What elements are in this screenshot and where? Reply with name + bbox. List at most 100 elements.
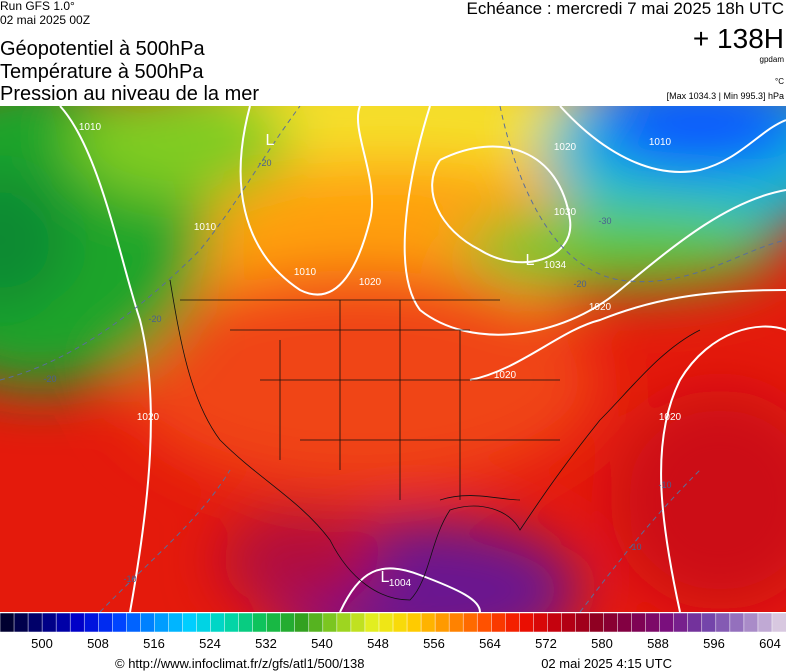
colorbar-cell — [154, 612, 170, 633]
colorbar-cell — [575, 612, 591, 633]
pressure-range: [Max 1034.3 | Min 995.3] hPa — [667, 91, 784, 101]
colorbar-cell — [196, 612, 212, 633]
colorbar-cell — [41, 612, 57, 633]
colorbar-cell — [392, 612, 408, 633]
colorbar-cell — [561, 612, 577, 633]
colorbar-cell — [491, 612, 507, 633]
temperature-label: -20 — [573, 279, 586, 289]
isobar-label: 1034 — [544, 260, 567, 271]
colorbar-label: 540 — [311, 636, 333, 651]
colorbar-cell — [603, 612, 619, 633]
colorbar-cell — [69, 612, 85, 633]
colorbar-label: 588 — [647, 636, 669, 651]
colorbar-cell — [378, 612, 394, 633]
isobar-label: 1010 — [294, 267, 317, 278]
isobar-label: 1020 — [359, 277, 382, 288]
colorbar-label: 532 — [255, 636, 277, 651]
lead-time: + 138H — [693, 23, 784, 54]
colorbar-label: 596 — [703, 636, 725, 651]
field — [0, 106, 786, 612]
colorbar-cell — [224, 612, 240, 633]
temperature-label: -20 — [258, 158, 271, 168]
colorbar-cell — [701, 612, 717, 633]
run-label: Run GFS 1.0° — [0, 0, 75, 13]
isobar-label: 1020 — [589, 302, 612, 313]
colorbar-cell — [364, 612, 380, 633]
colorbar-label: 564 — [479, 636, 501, 651]
colorbar-cell — [238, 612, 254, 633]
colorbar-cell — [168, 612, 184, 633]
unit-label: °C — [775, 77, 784, 86]
forecast-time: Echéance : mercredi 7 mai 2025 18h UTC — [467, 0, 785, 18]
colorbar-cell — [294, 612, 310, 633]
colorbar-cell — [182, 612, 198, 633]
colorbar-cell — [505, 612, 521, 633]
colorbar-cell — [645, 612, 661, 633]
colorbar-cell — [729, 612, 745, 633]
colorbar-cell — [126, 612, 142, 633]
temperature-label: -10 — [658, 480, 671, 490]
colorbar-label: 604 — [759, 636, 781, 651]
temperature-label: -20 — [148, 314, 161, 324]
colorbar-cell — [266, 612, 282, 633]
colorbar-cell — [757, 612, 773, 633]
colorbar-cell — [448, 612, 464, 633]
low-marker: L — [526, 252, 535, 269]
temperature-label: -10 — [628, 542, 641, 552]
title-line: Pression au niveau de la mer — [0, 83, 259, 105]
isobar-label: 1020 — [494, 370, 517, 381]
colorbar-cell — [533, 612, 549, 633]
temperature-label: -20 — [43, 374, 56, 384]
colorbar-cell — [252, 612, 268, 633]
colorbar-label: 516 — [143, 636, 165, 651]
colorbar-cell — [336, 612, 352, 633]
colorbar-cell — [617, 612, 633, 633]
colorbar-cell — [547, 612, 563, 633]
colorbar-cell — [420, 612, 436, 633]
colorbar-cell — [659, 612, 675, 633]
colorbar-cell — [322, 612, 338, 633]
title-line: Géopotentiel à 500hPa — [0, 38, 205, 60]
low-marker: L — [381, 569, 390, 586]
footer-date: 02 mai 2025 4:15 UTC — [541, 656, 672, 671]
unit-label: gpdam — [760, 55, 785, 64]
colorbar-cell — [280, 612, 296, 633]
colorbar-label: 580 — [591, 636, 613, 651]
colorbar-cell — [476, 612, 493, 633]
title-line: Température à 500hPa — [0, 61, 204, 83]
colorbar-cell — [631, 612, 647, 633]
colorbar-label: 556 — [423, 636, 445, 651]
colorbar-cell — [715, 612, 731, 633]
colorbar-cell — [308, 612, 324, 633]
colorbar-cell — [743, 612, 759, 633]
isobar-label: 1010 — [194, 222, 217, 233]
colorbar-cell — [519, 612, 535, 633]
colorbar-cell — [210, 612, 226, 633]
colorbar-cell — [13, 612, 29, 633]
isobar-label: 1030 — [554, 207, 577, 218]
colorbar-label: 500 — [31, 636, 53, 651]
isobar-label: 1020 — [659, 412, 682, 423]
colorbar-cell — [98, 612, 114, 633]
isobar-label: 1020 — [554, 142, 577, 153]
colorbar-cell — [406, 612, 422, 633]
colorbar-cell — [771, 612, 786, 633]
colorbar-cell — [55, 612, 71, 633]
colorbar-label: 508 — [87, 636, 109, 651]
isobar-label: 1010 — [79, 122, 102, 133]
colorbar-cell — [83, 612, 100, 633]
colorbar-cell — [462, 612, 478, 633]
isobar-label: 1004 — [389, 578, 412, 589]
isobar-label: 1020 — [137, 412, 160, 423]
colorbar-label: 572 — [535, 636, 557, 651]
colorbar-cell — [687, 612, 703, 633]
low-marker: L — [266, 132, 275, 149]
colorbar-label: 524 — [199, 636, 221, 651]
colorbar-cell — [0, 612, 15, 633]
colorbar-label: 548 — [367, 636, 389, 651]
colorbar-cell — [27, 612, 43, 633]
temperature-label: -10 — [123, 574, 136, 584]
footer-url: © http://www.infoclimat.fr/z/gfs/atl1/50… — [115, 656, 364, 671]
